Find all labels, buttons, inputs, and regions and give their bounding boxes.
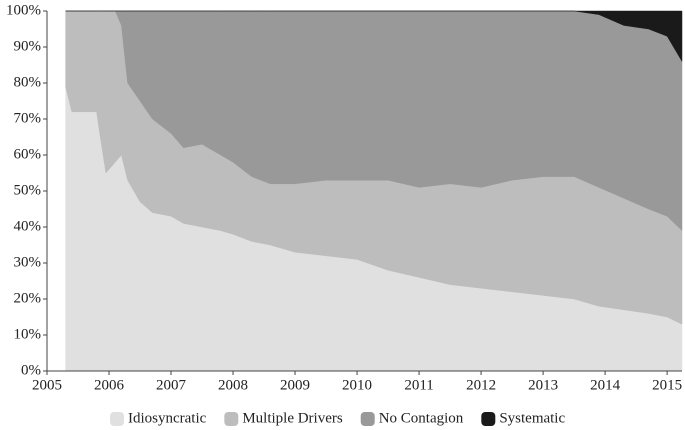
y-tick-label: 90% bbox=[14, 38, 42, 54]
y-tick-label: 0% bbox=[21, 362, 41, 378]
y-tick-label: 70% bbox=[14, 110, 42, 126]
x-tick-label: 2007 bbox=[156, 377, 187, 393]
x-tick-label: 2015 bbox=[652, 377, 682, 393]
y-tick-label: 10% bbox=[14, 326, 42, 342]
legend-swatch bbox=[360, 412, 375, 426]
x-tick-label: 2008 bbox=[218, 377, 248, 393]
legend: Idiosyncratic Multiple Drivers No Contagio… bbox=[110, 410, 565, 426]
y-tick-label: 40% bbox=[14, 218, 42, 234]
y-tick-label: 30% bbox=[14, 254, 42, 270]
area bbox=[65, 10, 683, 63]
legend-swatch bbox=[224, 412, 239, 426]
x-tick-label: 2006 bbox=[94, 377, 125, 393]
y-tick-label: 80% bbox=[14, 74, 42, 90]
legend-label: Systematic bbox=[499, 410, 565, 426]
x-tick-label: 2011 bbox=[404, 377, 433, 393]
y-tick-label: 60% bbox=[14, 146, 42, 162]
x-tick-label: 2014 bbox=[590, 377, 621, 393]
legend-label: No Contagion bbox=[379, 410, 464, 426]
x-tick-label: 2013 bbox=[528, 377, 558, 393]
y-tick-label: 100% bbox=[6, 2, 41, 18]
x-tick-label: 2010 bbox=[342, 377, 372, 393]
legend-swatch bbox=[110, 412, 124, 426]
y-tick-label: 50% bbox=[14, 182, 42, 198]
y-tick-label: 20% bbox=[14, 290, 42, 306]
legend-label: Multiple Drivers bbox=[242, 410, 343, 426]
x-tick-label: 2005 bbox=[32, 377, 62, 393]
legend-label: Idiosyncratic bbox=[128, 410, 207, 426]
x-tick-label: 2012 bbox=[466, 377, 496, 393]
x-tick-label: 2009 bbox=[280, 377, 310, 393]
legend-swatch bbox=[481, 412, 496, 426]
